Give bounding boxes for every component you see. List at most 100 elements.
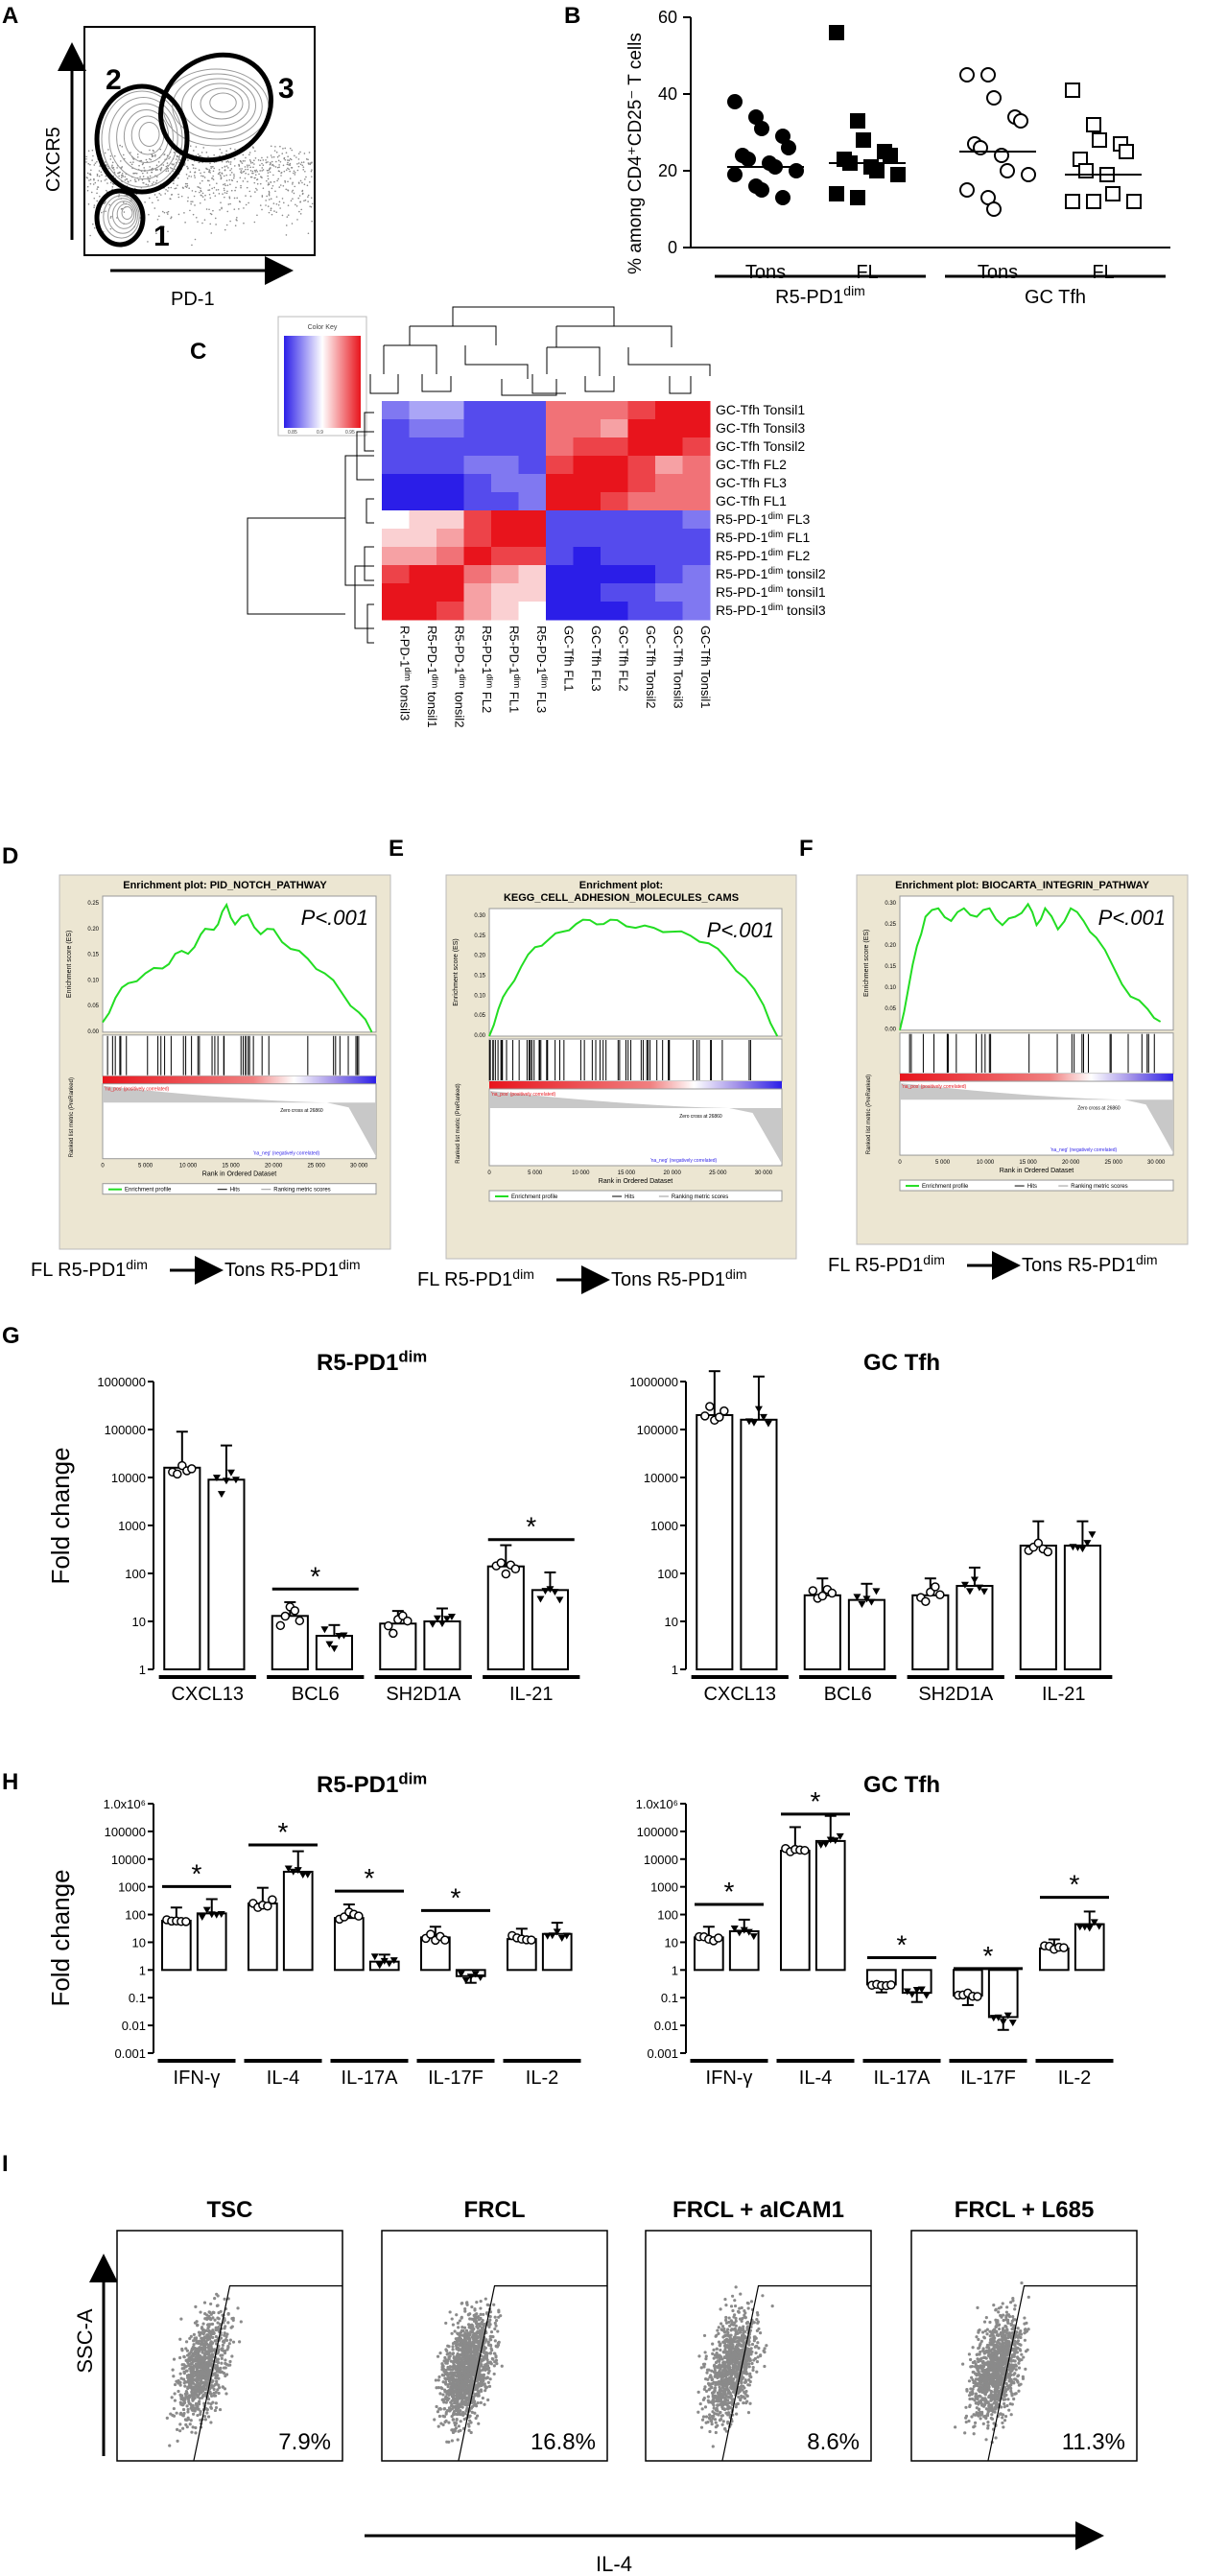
ranking-color-bar [900,1074,1173,1082]
heatmap-cell [682,492,711,511]
flow-dot [282,164,285,167]
heatmap-cell [601,401,628,420]
heatmap-cell [382,583,410,603]
heatmap-cell [518,401,547,420]
heatmap-row-label: R5-PD-1dim tonsil3 [716,603,826,618]
flow-dot [186,182,188,185]
data-point [548,1932,556,1940]
heatmap-cell [627,602,656,621]
flow-dot [236,180,239,183]
heatmap-row-label: R5-PD-1dim tonsil1 [716,584,826,600]
flow-event [199,2409,202,2414]
flow-event [451,2418,455,2422]
flow-plot-frame [381,2230,608,2462]
heatmap-cell [463,583,492,603]
flow-dot [301,181,303,184]
heatmap-cell [682,547,711,566]
flow-dot [303,153,306,154]
flow-dot [190,176,193,177]
bar [161,1919,192,1972]
flow-dot [248,173,249,176]
gate-3 [158,52,273,163]
flow-event [210,2352,215,2356]
es-y-tick: 0.10 [474,993,485,999]
flow-event [444,2396,448,2399]
data-point [727,167,743,182]
category-label: BCL6 [824,1684,872,1705]
flow-dot [219,174,222,177]
flow-event [700,2418,705,2422]
flow-dot [221,206,223,209]
flow-dot [110,215,112,218]
heatmap-cell [518,583,547,603]
y-tick-label: 10000 [111,1853,146,1867]
heatmap-cell [573,419,602,438]
heatmap-row-label: R5-PD-1dim FL3 [716,511,810,527]
row-dendrogram [247,412,374,644]
heatmap-cell [409,456,437,475]
data-point [922,1992,931,1999]
flow-dot [248,164,250,167]
flow-dot [201,192,204,195]
flow-event [450,2403,454,2408]
heatmap-col-label: R5-PD-1dim FL3 [534,626,550,713]
y-tick-label: 1 [672,1963,678,1977]
heatmap-cell [546,456,574,475]
flow-event [747,2343,751,2347]
flow-dot [157,199,159,201]
flow-dot [293,172,295,175]
data-point [730,1926,739,1933]
y-tick-label: 0.01 [122,2019,146,2033]
flow-event [726,2352,730,2356]
flow-event [213,2348,217,2351]
flow-dot [223,187,225,190]
flow-event [206,2336,210,2341]
heatmap-cell [573,529,602,548]
flow-event [759,2353,763,2357]
flow-event [185,2349,190,2352]
flow-event [176,2427,179,2431]
data-point [959,182,975,198]
flow-event [488,2377,492,2381]
metric-y-label: Ranked list metric (PreRanked) [69,1077,75,1157]
flow-event [739,2399,743,2402]
panel-h-r5pd1dim-bar-chart: R5-PD1dim1.0x10⁶1000001000010001001010.1… [104,1770,581,2089]
panel-label-h: H [2,1769,18,1795]
flow-event [468,2419,472,2422]
flow-dot [288,159,291,162]
flow-dot [286,216,289,218]
flow-dot [171,167,174,170]
flow-event [207,2361,211,2365]
data-point [354,1911,364,1921]
flow-event [470,2382,474,2386]
flow-dot [277,203,280,206]
flow-dot [153,194,156,196]
flow-event [217,2383,221,2387]
es-y-tick: 0.20 [87,927,99,933]
flow-dot [197,185,199,188]
flow-dot [195,167,197,170]
flow-dot [175,158,177,160]
flow-dot [294,185,296,188]
flow-event [205,2313,209,2317]
flow-event [214,2405,219,2410]
data-point [380,1957,389,1965]
flow-event [200,2362,204,2366]
flow-dot [130,152,131,154]
flow-dot [228,197,231,200]
rank-x-tick: 5 000 [528,1170,543,1176]
flow-event [489,2347,493,2351]
flow-event [737,2310,741,2314]
flow-event [756,2321,760,2325]
flow-event [168,2444,172,2447]
flow-dot [272,202,275,204]
flow-dot [286,159,289,161]
flow-dot [255,169,258,172]
flow-event [711,2410,715,2414]
flow-dot [124,176,127,177]
category-label: IL-21 [1042,1684,1086,1705]
flow-dot [247,166,248,168]
flow-event [178,2429,182,2433]
